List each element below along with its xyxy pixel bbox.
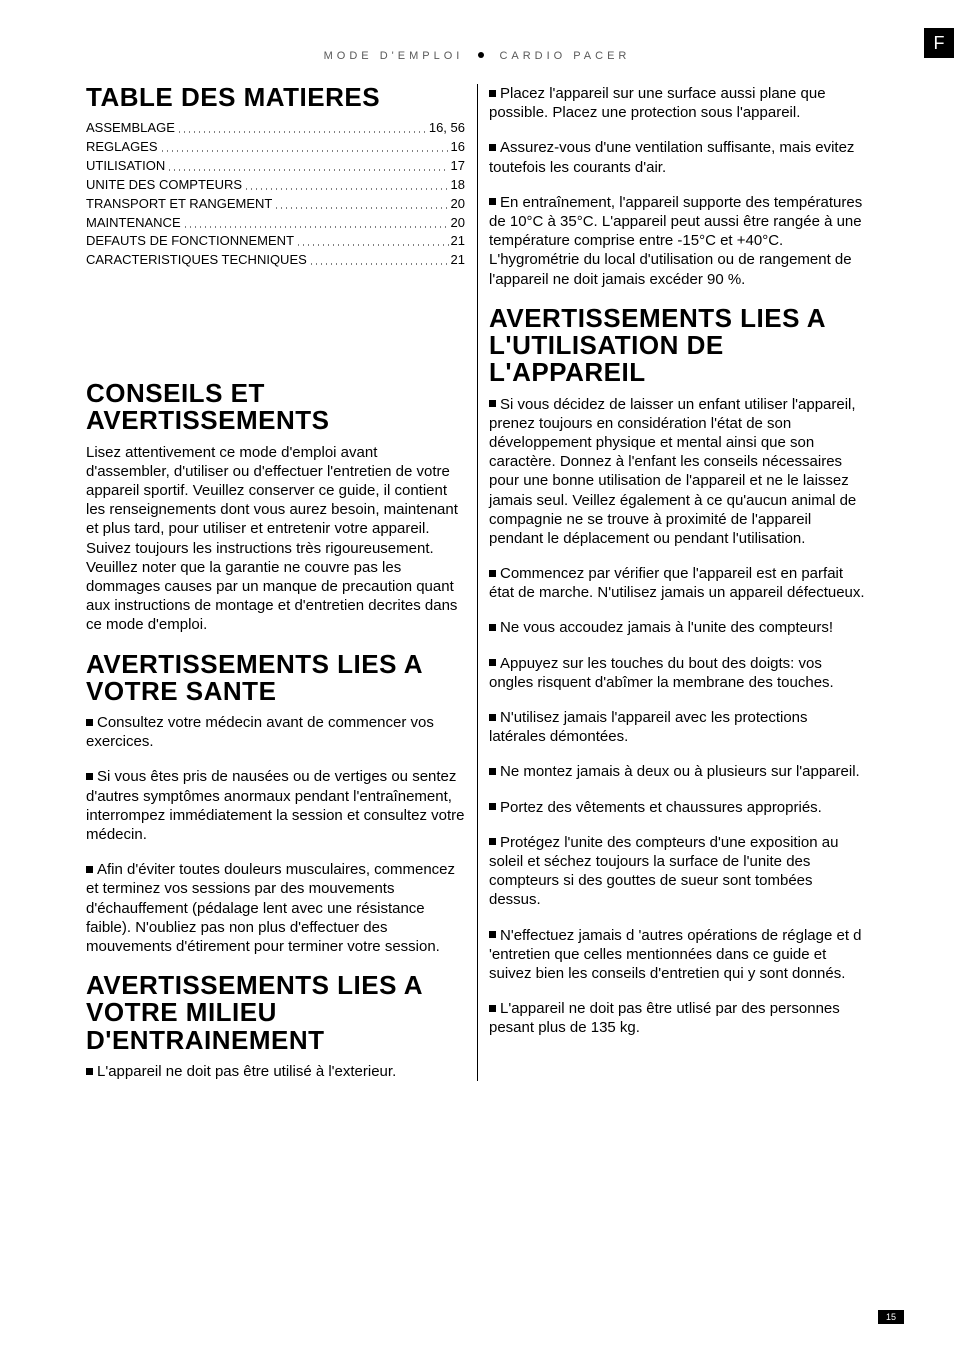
bullet-text: Afin d'éviter toutes douleurs musculaire… <box>86 861 455 955</box>
toc-leader-dots <box>309 251 449 270</box>
toc-label: DEFAUTS DE FONCTIONNEMENT <box>86 232 294 251</box>
toc-page: 21 <box>451 232 465 251</box>
bullet-paragraph: Ne vous accoudez jamais à l'unite des co… <box>489 618 868 637</box>
bullet-icon <box>489 838 496 845</box>
toc-leader-dots <box>183 214 449 233</box>
toc-leader-dots <box>167 157 448 176</box>
bullet-paragraph: Commencez par vérifier que l'appareil es… <box>489 564 868 602</box>
toc-label: CARACTERISTIQUES TECHNIQUES <box>86 251 307 270</box>
toc-row: TRANSPORT ET RANGEMENT 20 <box>86 195 465 214</box>
bullet-paragraph: Si vous décidez de laisser un enfant uti… <box>489 395 868 549</box>
running-header: MODE D'EMPLOI CARDIO PACER <box>0 50 954 62</box>
toc-page: 17 <box>451 157 465 176</box>
bullet-icon <box>489 714 496 721</box>
section-heading: AVERTISSEMENTS LIES A VOTRE MILIEU D'ENT… <box>86 972 465 1054</box>
bullet-icon <box>489 144 496 151</box>
bullet-text: Ne montez jamais à deux ou à plusieurs s… <box>500 763 860 780</box>
toc-label: ASSEMBLAGE <box>86 119 175 138</box>
bullet-text: Protégez l'unite des compteurs d'une exp… <box>489 834 838 909</box>
bullet-text: Appuyez sur les touches du bout des doig… <box>489 655 834 691</box>
toc-title: TABLE DES MATIERES <box>86 84 465 111</box>
bullet-icon <box>86 719 93 726</box>
bullet-paragraph: Protégez l'unite des compteurs d'une exp… <box>489 833 868 910</box>
toc-label: REGLAGES <box>86 138 158 157</box>
bullet-paragraph: N'utilisez jamais l'appareil avec les pr… <box>489 708 868 746</box>
bullet-icon <box>489 659 496 666</box>
section-heading: AVERTISSEMENTS LIES A VOTRE SANTE <box>86 651 465 706</box>
bullet-icon <box>489 624 496 631</box>
header-left: MODE D'EMPLOI <box>324 50 464 62</box>
bullet-paragraph: Si vous êtes pris de nausées ou de verti… <box>86 767 465 844</box>
bullet-text: Si vous êtes pris de nausées ou de verti… <box>86 768 465 843</box>
toc-page: 21 <box>451 251 465 270</box>
bullet-icon <box>489 1005 496 1012</box>
bullet-text: Placez l'appareil sur une surface aussi … <box>489 85 826 121</box>
bullet-icon <box>489 570 496 577</box>
section-heading: CONSEILS ET AVERTISSEMENTS <box>86 380 465 435</box>
bullet-text: Portez des vêtements et chaussures appro… <box>500 799 822 816</box>
toc-row: CARACTERISTIQUES TECHNIQUES 21 <box>86 251 465 270</box>
toc-leader-dots <box>296 232 449 251</box>
bullet-separator-icon <box>478 52 484 58</box>
bullet-paragraph: Ne montez jamais à deux ou à plusieurs s… <box>489 762 868 781</box>
bullet-paragraph: Placez l'appareil sur une surface aussi … <box>489 84 868 122</box>
bullet-paragraph: Afin d'éviter toutes douleurs musculaire… <box>86 860 465 956</box>
toc-label: MAINTENANCE <box>86 214 181 233</box>
toc-row: REGLAGES 16 <box>86 138 465 157</box>
bullet-icon <box>86 1068 93 1075</box>
toc-page: 18 <box>451 176 465 195</box>
toc-page: 16, 56 <box>429 119 465 138</box>
toc-page: 16 <box>451 138 465 157</box>
bullet-icon <box>489 90 496 97</box>
toc-page: 20 <box>451 195 465 214</box>
toc-block: TABLE DES MATIERES ASSEMBLAGE 16, 56 REGL… <box>86 84 465 270</box>
header-right: CARDIO PACER <box>499 50 630 62</box>
bullet-text: Assurez-vous d'une ventilation suffisant… <box>489 139 854 175</box>
page-number: 15 <box>878 1310 904 1324</box>
toc-leader-dots <box>177 119 427 138</box>
bullet-text: Si vous décidez de laisser un enfant uti… <box>489 396 856 547</box>
bullet-text: Commencez par vérifier que l'appareil es… <box>489 565 865 601</box>
toc-row: UTILISATION 17 <box>86 157 465 176</box>
toc-row: UNITE DES COMPTEURS 18 <box>86 176 465 195</box>
toc-label: TRANSPORT ET RANGEMENT <box>86 195 272 214</box>
bullet-text: Ne vous accoudez jamais à l'unite des co… <box>500 619 833 636</box>
bullet-paragraph: L'appareil ne doit pas être utilisé à l'… <box>86 1062 465 1081</box>
bullet-paragraph: Consultez votre médecin avant de commenc… <box>86 713 465 751</box>
bullet-text: Consultez votre médecin avant de commenc… <box>86 714 434 750</box>
bullet-icon <box>489 768 496 775</box>
bullet-paragraph: En entraînement, l'appareil supporte des… <box>489 193 868 289</box>
body-paragraph: Lisez attentivement ce mode d'emploi ava… <box>86 443 465 635</box>
toc-label: UTILISATION <box>86 157 165 176</box>
content-columns: TABLE DES MATIERES ASSEMBLAGE 16, 56 REGL… <box>86 84 868 1081</box>
toc-leader-dots <box>274 195 448 214</box>
bullet-icon <box>489 198 496 205</box>
bullet-icon <box>489 400 496 407</box>
bullet-text: L'appareil ne doit pas être utilisé à l'… <box>97 1063 396 1080</box>
bullet-icon <box>86 866 93 873</box>
bullet-text: En entraînement, l'appareil supporte des… <box>489 194 862 288</box>
bullet-paragraph: Assurez-vous d'une ventilation suffisant… <box>489 138 868 176</box>
bullet-text: N'effectuez jamais d 'autres opérations … <box>489 927 862 982</box>
bullet-text: N'utilisez jamais l'appareil avec les pr… <box>489 709 808 745</box>
toc-page: 20 <box>451 214 465 233</box>
bullet-paragraph: N'effectuez jamais d 'autres opérations … <box>489 926 868 984</box>
toc-row: DEFAUTS DE FONCTIONNEMENT 21 <box>86 232 465 251</box>
toc-row: ASSEMBLAGE 16, 56 <box>86 119 465 138</box>
toc-list: ASSEMBLAGE 16, 56 REGLAGES 16 UTILISATION 1… <box>86 119 465 270</box>
toc-row: MAINTENANCE 20 <box>86 214 465 233</box>
bullet-paragraph: Portez des vêtements et chaussures appro… <box>489 798 868 817</box>
toc-leader-dots <box>160 138 449 157</box>
bullet-icon <box>86 773 93 780</box>
toc-leader-dots <box>244 176 449 195</box>
bullet-paragraph: Appuyez sur les touches du bout des doig… <box>489 654 868 692</box>
bullet-paragraph: L'appareil ne doit pas être utlisé par d… <box>489 999 868 1037</box>
toc-label: UNITE DES COMPTEURS <box>86 176 242 195</box>
bullet-icon <box>489 803 496 810</box>
bullet-icon <box>489 931 496 938</box>
page: F MODE D'EMPLOI CARDIO PACER TABLE DES M… <box>0 0 954 1350</box>
bullet-text: L'appareil ne doit pas être utlisé par d… <box>489 1000 840 1036</box>
section-heading: AVERTISSEMENTS LIES A L'UTILISATION DE L… <box>489 305 868 387</box>
